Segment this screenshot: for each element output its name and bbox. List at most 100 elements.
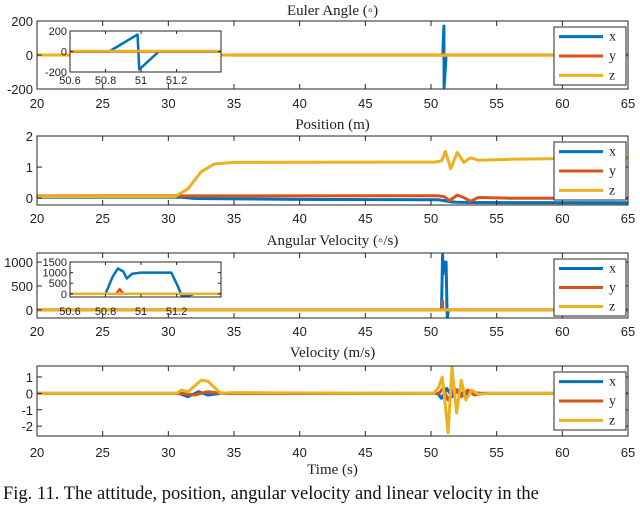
y-tick-label: 1500: [43, 257, 67, 269]
figure-caption: Fig. 11. The attitude, position, angular…: [3, 484, 539, 504]
subplot-1: Euler Angle (◦)20 25 30 35 40 45 50 55 60 652000-…: [7, 3, 635, 111]
x-tick-label: 51: [135, 306, 147, 318]
y-tick-label: 1000: [43, 268, 67, 280]
x-tick-label: 50.6: [59, 306, 80, 318]
x-tick-label: 20: [30, 96, 44, 111]
legend: xyz: [553, 26, 627, 86]
subplot-title: Angular Velocity (◦/s): [267, 233, 399, 249]
y-tick-label: 1000: [4, 255, 33, 270]
x-tick-label: 35: [227, 324, 241, 339]
subplot-2: Position (m) 20 25 30 35 40 45 50 55 60 65 2 1 0 xyz: [26, 117, 635, 226]
x-tick-label: 55: [489, 445, 503, 460]
x-tick-label: 30: [161, 211, 175, 226]
x-tick-label: 65: [621, 211, 635, 226]
x-tick-label: 60: [555, 211, 569, 226]
x-tick-label: 40: [292, 211, 306, 226]
series-line-y: [37, 193, 628, 203]
legend: xyz: [553, 141, 627, 201]
inset-background: [70, 262, 221, 297]
x-tick-label: 50: [424, 324, 438, 339]
y-tick-label: 2: [26, 129, 33, 144]
x-tick-label: 55: [489, 96, 503, 111]
subplot-title: Position (m): [295, 117, 370, 133]
y-tick-label: 200: [11, 14, 33, 29]
series-group: [70, 33, 221, 71]
x-tick-label: 45: [358, 445, 372, 460]
x-tick-label: 35: [227, 211, 241, 226]
axes-frame: [69, 261, 222, 298]
plot-background: [37, 366, 628, 436]
series-line-z: [37, 150, 628, 199]
subplot-3: Angular Velocity (◦/s) 20 25 30 35 40 45 50 55 60…: [4, 233, 635, 339]
x-tick-label: 25: [95, 445, 109, 460]
y-tick-label: 0: [26, 386, 33, 401]
legend-label-z: z: [609, 183, 615, 198]
subplot-4: Velocity (m/s) 20 25 30 35 40 45 50 55 60 65 10 -1-2…: [21, 345, 635, 460]
x-tick-label: 45: [358, 96, 372, 111]
legend-label-x: x: [609, 30, 616, 45]
series-group: [37, 253, 628, 318]
legend-label-y: y: [609, 394, 616, 409]
x-tick-label: 25: [95, 96, 109, 111]
y-tick-label: -200: [7, 82, 33, 97]
x-tick-label: 50.8: [95, 306, 116, 318]
y-tick-label: 0: [26, 303, 33, 318]
y-tick-label: -200: [45, 67, 67, 79]
series-line-x: [37, 253, 628, 318]
x-tick-label: 30: [161, 445, 175, 460]
x-tick-label: 40: [292, 445, 306, 460]
x-tick-label: 60: [555, 445, 569, 460]
legend-label-x: x: [609, 375, 616, 390]
series-group: [70, 267, 221, 297]
legend-label-y: y: [609, 281, 616, 296]
y-tick-label: 0: [26, 191, 33, 206]
x-tick-label: 25: [95, 211, 109, 226]
axes-frame: [36, 135, 629, 206]
x-tick-label: 51.2: [166, 306, 187, 318]
x-tick-label: 45: [358, 211, 372, 226]
y-tick-label: -2: [21, 419, 33, 434]
y-tick-label: 1: [26, 160, 33, 175]
x-tick-label: 20: [30, 445, 44, 460]
x-tick-label: 50.6: [59, 75, 80, 87]
plot-background: [37, 136, 628, 205]
legend-label-y: y: [609, 164, 616, 179]
x-tick-label: 30: [161, 324, 175, 339]
y-tick-label: 200: [49, 26, 67, 38]
x-tick-label: 20: [30, 324, 44, 339]
subplot-title: Velocity (m/s): [290, 345, 375, 361]
x-tick-label: 30: [161, 96, 175, 111]
legend-label-x: x: [609, 262, 616, 277]
subplot-title: Euler Angle (◦): [287, 3, 378, 19]
x-tick-label: 50.8: [95, 75, 116, 87]
x-tick-label: 65: [621, 96, 635, 111]
x-tick-label: 60: [555, 96, 569, 111]
legend: xyz: [553, 371, 627, 431]
x-tick-label: 65: [621, 324, 635, 339]
series-line-x: [37, 195, 628, 205]
x-tick-label: 50: [424, 211, 438, 226]
y-tick-label: 0: [26, 48, 33, 63]
legend-label-y: y: [609, 49, 616, 64]
series-group: [37, 150, 628, 205]
x-tick-label: 45: [358, 324, 372, 339]
y-tick-label: -1: [21, 403, 33, 418]
legend-label-x: x: [609, 145, 616, 160]
x-axis-label: Time (s): [307, 462, 358, 478]
x-tick-label: 55: [489, 324, 503, 339]
axes-frame: [36, 365, 629, 437]
y-tick-label: 500: [11, 279, 33, 294]
x-tick-label: 60: [555, 324, 569, 339]
y-tick-label: 500: [49, 278, 67, 290]
legend: xyz: [553, 258, 627, 317]
x-tick-label: 65: [621, 445, 635, 460]
x-tick-label: 20: [30, 211, 44, 226]
series-line-z: [37, 366, 628, 435]
x-tick-label: 51.2: [166, 75, 187, 87]
x-tick-label: 50: [424, 445, 438, 460]
legend-label-z: z: [609, 413, 615, 428]
x-tick-label: 51: [135, 75, 147, 87]
y-tick-label: 0: [61, 47, 67, 59]
